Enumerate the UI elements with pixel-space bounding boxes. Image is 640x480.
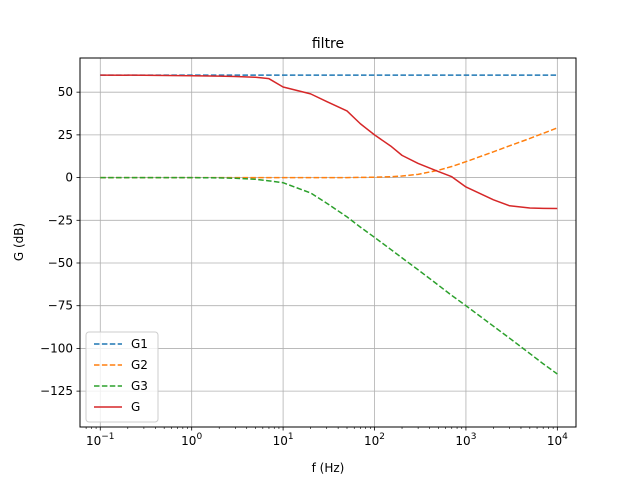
x-tick-label: 103	[455, 432, 476, 448]
y-tick-label: −100	[40, 341, 73, 355]
y-axis-ticks: 50 25 0 −25 −50 −75 −100 −125	[40, 85, 80, 398]
legend-label-g2: G2	[131, 358, 148, 372]
series-g3-line	[100, 176, 558, 375]
y-tick-label: 50	[58, 85, 73, 99]
grid	[80, 58, 576, 427]
legend-label-g3: G3	[131, 379, 148, 393]
legend-label-g1: G1	[131, 337, 148, 351]
x-tick-label: 100	[181, 432, 202, 448]
chart-title: filtre	[312, 36, 344, 52]
x-tick-label: 102	[364, 432, 385, 448]
y-tick-label: −25	[48, 213, 73, 227]
y-tick-label: −125	[40, 384, 73, 398]
plot-frame	[79, 57, 577, 428]
x-tick-label: 10−1	[86, 432, 115, 448]
y-axis-label: G (dB)	[12, 223, 26, 261]
x-axis-ticks: 10−1 100 101 102 103 104	[85, 427, 568, 448]
series-g-line	[100, 74, 558, 210]
legend: G1 G2 G3 G	[85, 331, 159, 423]
x-tick-label: 104	[547, 432, 568, 448]
x-tick-label: 101	[273, 432, 294, 448]
y-tick-label: −75	[48, 299, 73, 313]
x-axis-label: f (Hz)	[312, 461, 345, 475]
legend-box	[85, 331, 159, 423]
y-tick-label: −50	[48, 256, 73, 270]
series-g2-line	[100, 127, 558, 179]
series-layer	[100, 74, 558, 375]
legend-label-g: G	[131, 400, 140, 414]
y-tick-label: 0	[65, 171, 73, 185]
y-tick-label: 25	[58, 128, 73, 142]
